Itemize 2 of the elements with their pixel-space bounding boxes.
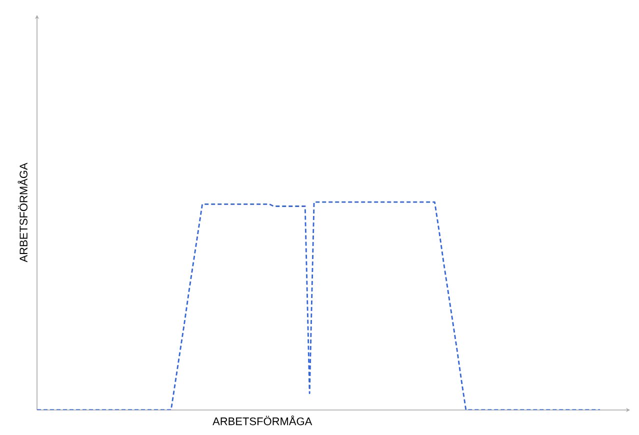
x-axis-title: ARBETSFÖRMÅGA bbox=[212, 416, 312, 426]
y-axis-title: ARBETSFÖRMÅGA bbox=[18, 162, 28, 262]
